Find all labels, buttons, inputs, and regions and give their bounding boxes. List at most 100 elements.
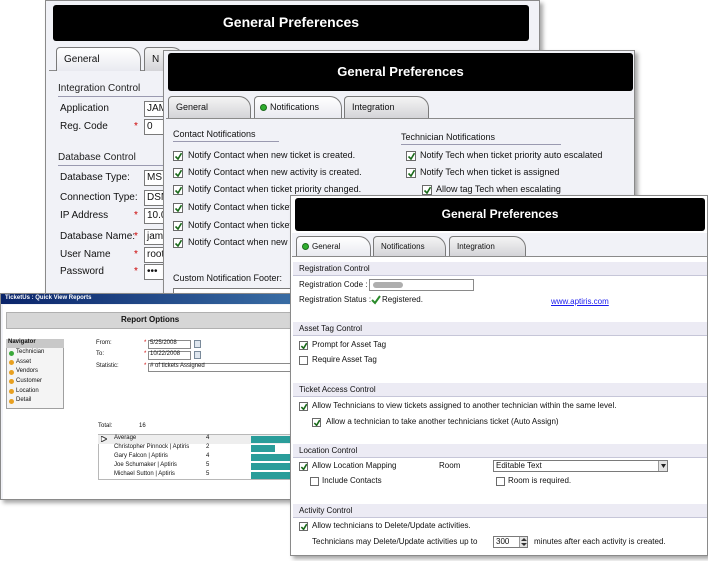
field-label: Room	[439, 461, 461, 471]
navigator-heading: Navigator	[8, 339, 36, 346]
field-label: Database Name:	[60, 230, 136, 242]
input-value: •••	[147, 265, 158, 277]
required-mark: *	[134, 265, 138, 277]
checkbox[interactable]	[299, 461, 308, 471]
row-count: 4	[206, 435, 210, 442]
icon	[423, 186, 431, 194]
section-rule	[58, 96, 258, 97]
checkbox[interactable]	[422, 185, 432, 195]
spinner[interactable]	[519, 537, 527, 547]
checkbox[interactable]	[406, 151, 416, 161]
tab[interactable]	[449, 236, 526, 256]
tab-label[interactable]: Integration	[457, 242, 495, 252]
checkbox[interactable]	[310, 476, 319, 486]
field-label: Password	[60, 265, 104, 277]
icon	[300, 523, 307, 530]
field-label: Registration Status :	[299, 295, 372, 305]
nav-dot	[9, 360, 14, 366]
checkbox[interactable]	[299, 355, 308, 365]
checkbox[interactable]	[173, 185, 183, 195]
checkbox[interactable]	[173, 238, 183, 248]
select[interactable]	[493, 460, 668, 472]
nav-item[interactable]: Detail	[16, 397, 32, 404]
icon	[101, 436, 107, 442]
section-rule	[58, 165, 258, 166]
checkbox[interactable]	[406, 168, 416, 178]
nav-item[interactable]: Asset	[16, 358, 32, 365]
bar	[251, 471, 295, 479]
tab[interactable]	[373, 236, 446, 256]
row-count: 5	[206, 462, 210, 469]
required-mark: *	[144, 351, 147, 358]
field-label: Connection Type:	[60, 191, 138, 203]
input-value: # of tickets Assigned	[150, 363, 205, 370]
nav-item[interactable]: Vendors	[16, 368, 39, 375]
required-mark: *	[134, 209, 138, 221]
required-mark: *	[134, 230, 138, 242]
icon	[174, 222, 182, 230]
tab-label[interactable]: Integration	[352, 102, 395, 113]
checkbox-label: Require Asset Tag	[312, 355, 377, 365]
tab[interactable]	[344, 96, 429, 118]
checkbox-label: Prompt for Asset Tag	[312, 340, 387, 350]
calendar-button[interactable]	[194, 340, 201, 348]
tab-label[interactable]: Notifications	[270, 102, 320, 113]
tab-label[interactable]: General	[176, 102, 209, 113]
field-label: minutes after each activity is created.	[534, 537, 666, 547]
checkbox[interactable]	[173, 221, 183, 231]
tab-label[interactable]: N	[152, 53, 160, 65]
input-value: root	[147, 248, 165, 260]
tab[interactable]	[168, 96, 251, 118]
icon	[300, 403, 307, 410]
section-rule	[173, 141, 279, 142]
section-heading: Activity Control	[299, 506, 353, 516]
checkbox[interactable]	[299, 401, 308, 411]
checkbox[interactable]	[173, 151, 183, 161]
input-value: 0	[147, 120, 153, 132]
checkbox-label: Include Contacts	[322, 476, 382, 486]
tab-label[interactable]: General	[64, 53, 100, 65]
field-label: From:	[96, 340, 112, 347]
row-count: 2	[206, 444, 210, 451]
input[interactable]	[148, 351, 191, 360]
title-bar	[168, 53, 633, 91]
field-label: Application	[60, 102, 109, 114]
tab[interactable]	[254, 96, 342, 118]
icon	[407, 169, 415, 177]
nav-item[interactable]: Customer	[16, 378, 43, 385]
navigator-header	[6, 339, 64, 348]
input[interactable]	[148, 340, 191, 349]
icon	[300, 342, 307, 349]
icon	[407, 152, 415, 160]
tab-label[interactable]: General	[312, 242, 341, 252]
link[interactable]: www.aptiris.com	[551, 297, 609, 307]
bar	[251, 453, 295, 461]
icon	[661, 464, 666, 468]
nav-item[interactable]: Technician	[16, 349, 45, 356]
tab[interactable]	[56, 47, 141, 71]
checkbox[interactable]	[173, 203, 183, 213]
checkbox[interactable]	[496, 476, 505, 486]
checkbox[interactable]	[173, 168, 183, 178]
checkbox-label: Notify Contact when new ticket is create…	[188, 150, 356, 161]
row-name: Christopher Pinnock | Aptiris	[114, 444, 190, 451]
section-heading: Integration Control	[58, 82, 141, 94]
calendar-button[interactable]	[194, 351, 201, 359]
select-arrow[interactable]	[658, 461, 667, 471]
tab-label[interactable]: Notifications	[381, 242, 425, 252]
field-label: To:	[96, 351, 105, 358]
checkbox-label: Allow Location Mapping	[312, 461, 397, 471]
required-mark: *	[134, 120, 138, 132]
input-value: DSN	[147, 191, 169, 203]
nav-item[interactable]: Location	[16, 387, 39, 394]
checkbox[interactable]	[312, 417, 321, 427]
field-label: IP Address	[60, 209, 109, 221]
required-mark: *	[134, 248, 138, 260]
tab[interactable]	[296, 236, 371, 256]
checkbox[interactable]	[299, 521, 308, 531]
section-band	[293, 322, 707, 336]
checkbox[interactable]	[299, 340, 308, 350]
row-name: Michael Sutton | Aptiris	[114, 471, 175, 478]
